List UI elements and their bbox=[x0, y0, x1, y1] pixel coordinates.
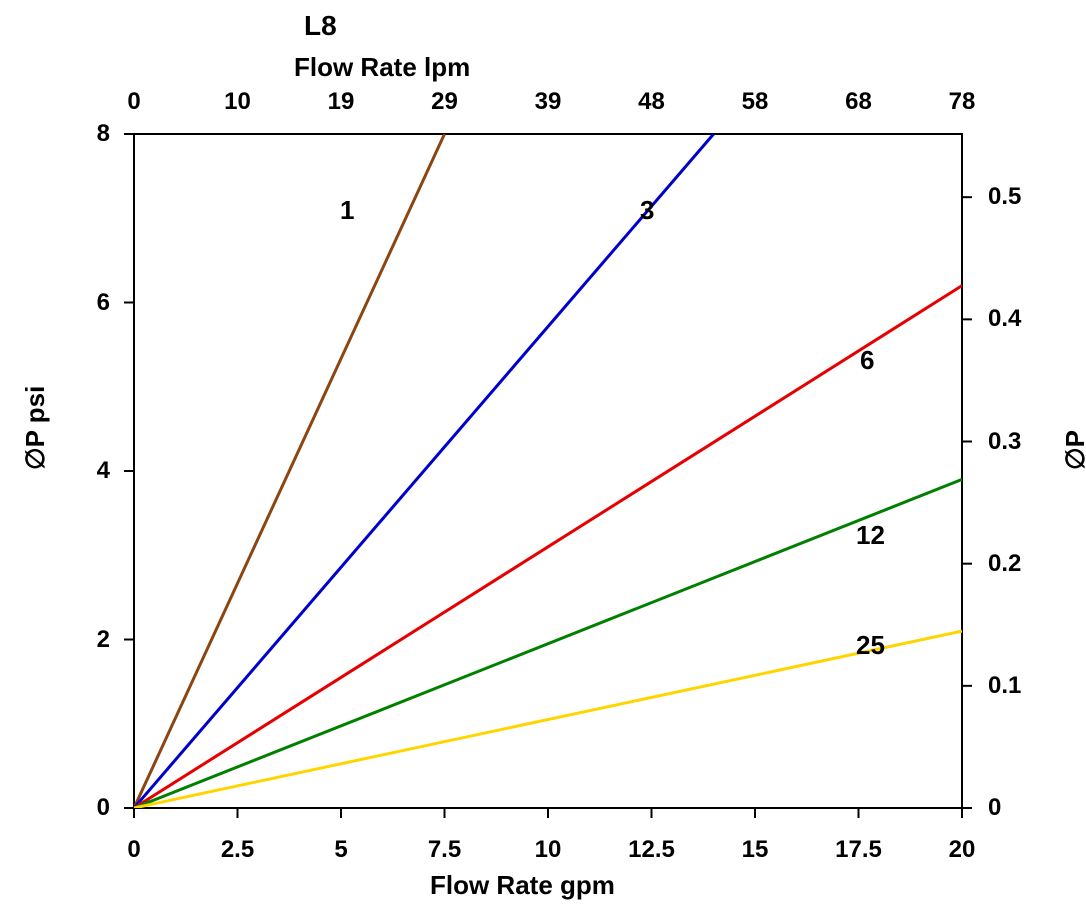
x-bottom-tick: 20 bbox=[949, 836, 976, 864]
series-label-12: 12 bbox=[856, 520, 885, 551]
chart-container: L8 Flow Rate lpm Flow Rate gpm ∅P psi ∅P… bbox=[0, 0, 1086, 908]
y-left-tick: 4 bbox=[97, 457, 110, 485]
x-axis-top-label: Flow Rate lpm bbox=[294, 52, 470, 83]
x-bottom-tick: 2.5 bbox=[221, 836, 254, 864]
x-top-tick: 58 bbox=[742, 88, 769, 116]
y-right-tick: 0.1 bbox=[988, 672, 1021, 700]
x-top-tick: 78 bbox=[949, 88, 976, 116]
x-top-tick: 29 bbox=[431, 88, 458, 116]
y-right-tick: 0.5 bbox=[988, 183, 1021, 211]
series-label-6: 6 bbox=[860, 345, 874, 376]
x-top-tick: 48 bbox=[638, 88, 665, 116]
y-right-tick: 0 bbox=[988, 794, 1001, 822]
x-top-tick: 39 bbox=[535, 88, 562, 116]
x-top-tick: 19 bbox=[328, 88, 355, 116]
x-bottom-tick: 0 bbox=[127, 836, 140, 864]
x-bottom-tick: 7.5 bbox=[428, 836, 461, 864]
series-label-25: 25 bbox=[856, 630, 885, 661]
x-bottom-tick: 17.5 bbox=[835, 836, 882, 864]
x-bottom-tick: 5 bbox=[334, 836, 347, 864]
x-top-tick: 68 bbox=[845, 88, 872, 116]
chart-svg bbox=[0, 0, 1086, 908]
y-axis-right-label: ∅P bar bbox=[1060, 430, 1086, 470]
y-right-tick: 0.2 bbox=[988, 550, 1021, 578]
y-left-tick: 6 bbox=[97, 289, 110, 317]
x-top-tick: 0 bbox=[127, 88, 140, 116]
chart-title: L8 bbox=[304, 10, 337, 42]
y-right-tick: 0.4 bbox=[988, 305, 1021, 333]
x-bottom-tick: 12.5 bbox=[628, 836, 675, 864]
y-left-tick: 8 bbox=[97, 120, 110, 148]
y-left-tick: 2 bbox=[97, 626, 110, 654]
x-axis-bottom-label: Flow Rate gpm bbox=[430, 870, 615, 901]
x-bottom-tick: 15 bbox=[742, 836, 769, 864]
y-axis-left-label: ∅P psi bbox=[20, 386, 51, 470]
x-bottom-tick: 10 bbox=[535, 836, 562, 864]
series-label-3: 3 bbox=[640, 195, 654, 226]
x-top-tick: 10 bbox=[224, 88, 251, 116]
series-label-1: 1 bbox=[340, 195, 354, 226]
y-left-tick: 0 bbox=[97, 794, 110, 822]
y-right-tick: 0.3 bbox=[988, 428, 1021, 456]
